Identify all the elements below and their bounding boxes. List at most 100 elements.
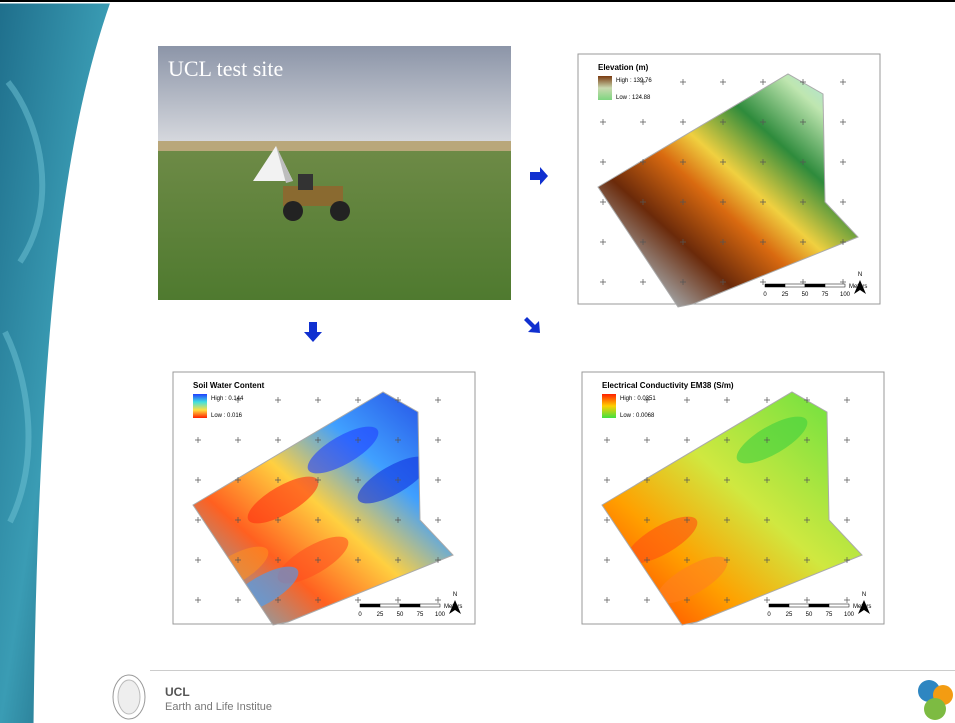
north-label: N <box>858 272 862 278</box>
grid-cross <box>844 517 850 523</box>
grid-cross <box>800 119 806 125</box>
grid-cross <box>395 477 401 483</box>
grid-cross <box>760 239 766 245</box>
north-label: N <box>862 592 866 598</box>
grid-cross <box>680 199 686 205</box>
scale-seg <box>379 603 401 608</box>
legend-bar <box>193 394 207 418</box>
grid-cross <box>235 437 241 443</box>
grid-cross <box>800 199 806 205</box>
grid-cross <box>395 597 401 603</box>
field-outline <box>192 391 454 626</box>
grid-cross <box>844 397 850 403</box>
scale-tick: 50 <box>397 612 404 618</box>
scale-seg <box>768 603 790 608</box>
grid-cross <box>680 159 686 165</box>
grid-cross <box>355 397 361 403</box>
grid-cross <box>275 477 281 483</box>
field <box>598 74 858 307</box>
grid-cross <box>315 517 321 523</box>
grid-cross <box>355 517 361 523</box>
grid-cross <box>235 477 241 483</box>
grid-cross <box>724 477 730 483</box>
grid-cross <box>435 397 441 403</box>
footer-rule <box>150 670 955 671</box>
grid-cross <box>800 79 806 85</box>
grid-cross <box>680 119 686 125</box>
scale-seg <box>824 283 846 288</box>
grid-cross <box>724 557 730 563</box>
legend-high: High : 0.144 <box>211 396 244 402</box>
grid-cross <box>644 557 650 563</box>
grid-cross <box>844 477 850 483</box>
grid-cross <box>640 79 646 85</box>
grid-cross <box>640 119 646 125</box>
scale-seg <box>399 603 421 608</box>
blob <box>656 556 728 604</box>
grid-cross <box>720 239 726 245</box>
legend-high: High : 139.76 <box>616 78 652 84</box>
field-outline <box>597 73 859 308</box>
grid-cross <box>720 79 726 85</box>
grid-cross <box>804 557 810 563</box>
scale-seg <box>804 283 826 288</box>
field-fill <box>598 74 858 307</box>
grid-cross <box>275 437 281 443</box>
grid-cross <box>804 397 810 403</box>
grid-cross <box>840 199 846 205</box>
map-title: Soil Water Content <box>193 381 265 390</box>
grid-cross <box>760 159 766 165</box>
grid-cross <box>724 597 730 603</box>
legend-low: Low : 124.88 <box>616 95 651 101</box>
grid-cross <box>644 597 650 603</box>
scale-tick: 25 <box>786 612 793 618</box>
map: Soil Water Content High : 0.144 Low : 0.01… <box>172 371 476 626</box>
blob <box>736 416 808 464</box>
grid-cross <box>844 437 850 443</box>
grid-cross <box>760 279 766 285</box>
side-band <box>0 2 114 723</box>
map: Electrical Conductivity EM38 (S/m) High :… <box>581 371 885 626</box>
scale-tick: 75 <box>826 612 833 618</box>
grid-cross <box>355 477 361 483</box>
grid-cross <box>684 557 690 563</box>
north-arrow <box>449 600 461 614</box>
grid-cross <box>275 517 281 523</box>
grid-cross <box>355 557 361 563</box>
grid-cross <box>315 597 321 603</box>
grid-cross <box>235 557 241 563</box>
grid-cross <box>604 557 610 563</box>
grid-cross <box>804 437 810 443</box>
grid-cross <box>395 437 401 443</box>
scale-seg <box>808 603 830 608</box>
grid-cross <box>395 397 401 403</box>
scale-tick: 0 <box>763 292 767 298</box>
legend-bar <box>598 76 612 100</box>
grid-cross <box>275 557 281 563</box>
grid-cross <box>644 477 650 483</box>
grid-cross <box>840 119 846 125</box>
grid-cross <box>640 239 646 245</box>
ucl-seal <box>112 674 146 720</box>
grid-cross <box>195 517 201 523</box>
grid-cross <box>435 437 441 443</box>
scale-tick: 25 <box>782 292 789 298</box>
grid-cross <box>195 477 201 483</box>
grid-cross <box>604 597 610 603</box>
grid-cross <box>640 199 646 205</box>
grid-cross <box>600 159 606 165</box>
grid-cross <box>395 557 401 563</box>
grid-cross <box>600 239 606 245</box>
scale-seg <box>784 283 806 288</box>
grid-cross <box>684 477 690 483</box>
map-title: Electrical Conductivity EM38 (S/m) <box>602 381 734 390</box>
scale-seg <box>788 603 810 608</box>
grid-cross <box>640 159 646 165</box>
north-arrow <box>854 280 866 294</box>
grid-cross <box>684 397 690 403</box>
grid-cross <box>315 437 321 443</box>
grid-cross <box>275 397 281 403</box>
north-arrow <box>858 600 870 614</box>
scale-seg <box>359 603 381 608</box>
grid-cross <box>644 397 650 403</box>
